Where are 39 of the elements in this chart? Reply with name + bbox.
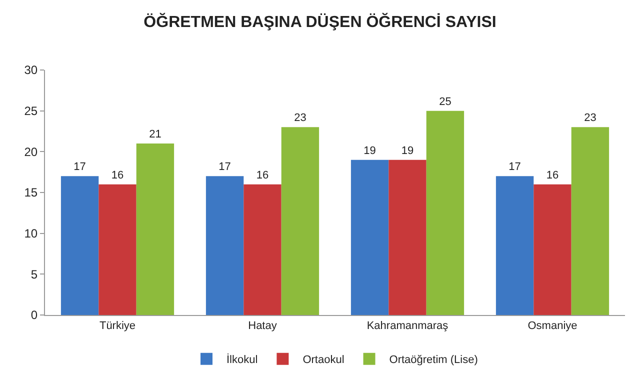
data-label: 23 (584, 112, 596, 124)
y-tick-label: 20 (24, 144, 38, 159)
bar (496, 176, 534, 315)
bar (244, 184, 282, 315)
data-label: 16 (111, 169, 124, 182)
bar (350, 160, 389, 315)
x-tick-label: Türkiye (99, 320, 136, 332)
data-label: 16 (256, 169, 269, 182)
y-tick-label: 0 (30, 308, 38, 322)
y-tick-label: 25 (24, 104, 38, 118)
bar (98, 184, 136, 315)
x-tick-label: Hatay (248, 320, 278, 332)
bar (206, 176, 244, 315)
legend-label: Ortaokul (302, 354, 344, 366)
bar (60, 176, 99, 315)
bar (388, 160, 426, 315)
bar (571, 127, 610, 315)
data-label: 19 (401, 144, 414, 157)
data-label: 25 (439, 96, 452, 108)
data-label: 23 (294, 112, 306, 124)
bar (281, 127, 320, 315)
data-label: 16 (546, 169, 559, 182)
data-label: 19 (364, 144, 376, 157)
data-label: 21 (149, 128, 162, 140)
legend-label: Ortaöğretim (Lise) (389, 354, 478, 366)
x-tick-label: Kahramanmaraş (366, 320, 449, 332)
y-tick-label: 5 (30, 267, 38, 282)
y-tick-label: 30 (24, 63, 38, 78)
data-label: 17 (74, 161, 86, 174)
data-label: 17 (218, 161, 231, 174)
y-tick-label: 10 (24, 226, 38, 241)
data-label: 17 (508, 161, 521, 174)
y-tick-label: 15 (24, 186, 38, 200)
x-tick-label: Osmaniye (528, 320, 578, 332)
bar (136, 144, 174, 315)
bar (534, 184, 572, 315)
bar (426, 110, 464, 315)
chart-title: ÖĞRETMEN BAŞINA DÜŞEN ÖĞRENCİ SAYISI (144, 12, 496, 31)
legend-label: İlkokul (226, 353, 258, 366)
